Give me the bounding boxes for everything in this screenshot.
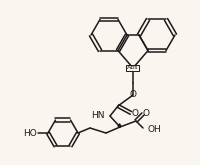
- Text: HO: HO: [23, 129, 37, 137]
- Text: OH: OH: [147, 126, 161, 134]
- Text: Abs: Abs: [127, 66, 138, 70]
- Text: O: O: [142, 109, 149, 117]
- Text: O: O: [129, 90, 136, 99]
- Text: HN: HN: [91, 112, 104, 120]
- Text: O: O: [131, 109, 138, 117]
